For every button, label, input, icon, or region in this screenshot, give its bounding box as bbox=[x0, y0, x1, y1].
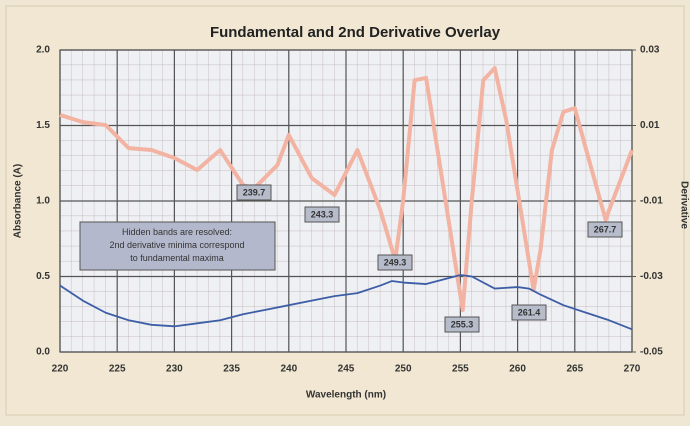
y-tick-label: 1.5 bbox=[36, 120, 50, 131]
annotation: 249.3 bbox=[384, 257, 407, 267]
x-axis-label: Wavelength (nm) bbox=[306, 390, 386, 401]
y2-tick-label: 0.03 bbox=[640, 45, 660, 56]
x-tick-label: 240 bbox=[280, 364, 297, 375]
series-line bbox=[59, 66, 634, 313]
x-tick-label: 250 bbox=[395, 364, 412, 375]
x-tick-label: 270 bbox=[624, 364, 641, 375]
note-box bbox=[79, 221, 276, 271]
x-tick-label: 230 bbox=[166, 364, 183, 375]
y-tick-label: 0.0 bbox=[36, 347, 50, 358]
note: Hidden bands are resolved: 2nd derivative… bbox=[109, 227, 244, 263]
annotation-box bbox=[511, 304, 547, 321]
y2-tick-label: -0.05 bbox=[640, 347, 663, 358]
x-tick-label: 225 bbox=[109, 364, 126, 375]
x-tick-label: 220 bbox=[52, 364, 69, 375]
y-tick-label: 1.0 bbox=[36, 196, 50, 207]
y2-tick-label: 0.01 bbox=[640, 120, 660, 131]
annotation: 255.3 bbox=[451, 319, 474, 329]
annotation-box bbox=[236, 184, 272, 201]
x-tick-label: 235 bbox=[223, 364, 240, 375]
x-tick-label: 260 bbox=[509, 364, 526, 375]
y2-tick-label: -0.03 bbox=[640, 271, 663, 282]
x-tick-label: 265 bbox=[566, 364, 583, 375]
annotation: 243.3 bbox=[311, 209, 334, 219]
annotation: 239.7 bbox=[243, 187, 266, 197]
annotation-box bbox=[587, 221, 623, 238]
annotation-box bbox=[444, 316, 480, 333]
annotation: 261.4 bbox=[518, 307, 541, 317]
annotation-box bbox=[377, 254, 413, 271]
series-line bbox=[59, 274, 633, 331]
y-tick-label: 0.5 bbox=[36, 271, 50, 282]
y2-axis-label: Derivative bbox=[678, 181, 689, 229]
chart-title: Fundamental and 2nd Derivative Overlay bbox=[210, 24, 501, 41]
annotation: 267.7 bbox=[594, 224, 617, 234]
x-tick-label: 255 bbox=[452, 364, 469, 375]
annotation-box bbox=[304, 206, 340, 223]
y-axis-label: Absorbance (A) bbox=[13, 164, 24, 238]
y2-tick-label: -0.01 bbox=[640, 196, 663, 207]
x-tick-label: 245 bbox=[338, 364, 355, 375]
y-tick-label: 2.0 bbox=[36, 45, 50, 56]
plot-border bbox=[59, 49, 633, 353]
